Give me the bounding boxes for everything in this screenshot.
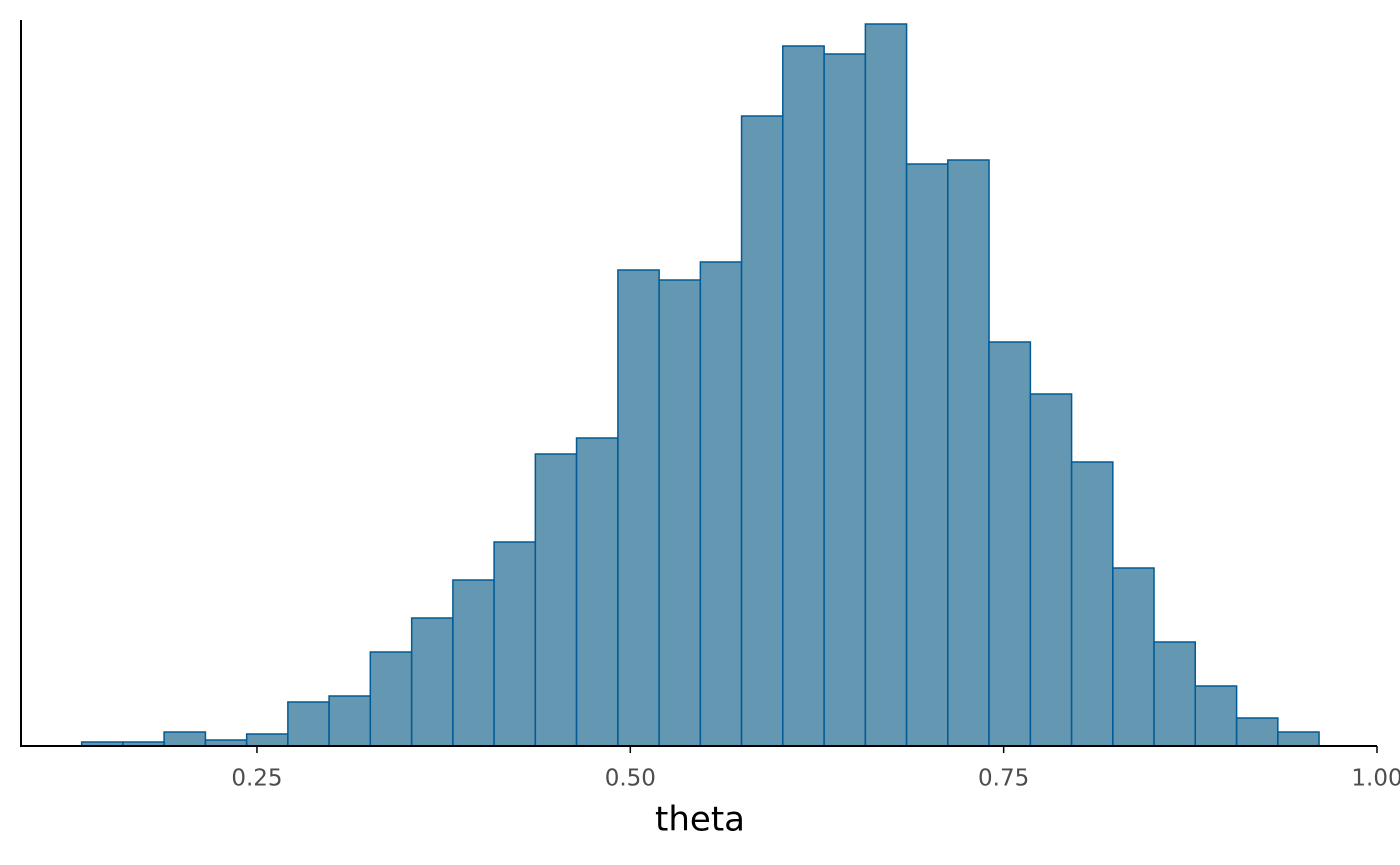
- x-axis-title: theta: [655, 800, 745, 840]
- bar: [947, 159, 990, 747]
- bar: [782, 45, 825, 747]
- bar: [369, 651, 413, 747]
- bar: [658, 279, 702, 747]
- x-tick-label: 1.00: [1351, 766, 1400, 792]
- x-tick-label: 0.25: [231, 766, 282, 792]
- bar: [287, 701, 330, 747]
- bar: [493, 541, 537, 747]
- bar: [1112, 567, 1155, 747]
- bar: [988, 341, 1032, 747]
- bar: [245, 733, 289, 747]
- bar: [905, 163, 949, 747]
- bar: [163, 731, 207, 747]
- x-tick-label: 0.75: [978, 766, 1029, 792]
- bar: [452, 579, 495, 747]
- bar: [699, 261, 743, 747]
- bar: [534, 453, 578, 747]
- bar: [823, 53, 867, 747]
- bar: [1194, 685, 1238, 747]
- bar: [575, 437, 619, 747]
- bar: [617, 269, 660, 747]
- bar: [1277, 731, 1320, 747]
- bar: [740, 115, 784, 747]
- bar: [1070, 461, 1114, 747]
- x-tick-label: 0.50: [605, 766, 656, 792]
- bar: [864, 23, 908, 747]
- bar: [1029, 393, 1073, 747]
- bar: [410, 617, 454, 747]
- bar: [1153, 641, 1197, 747]
- bar: [1235, 717, 1279, 747]
- bar: [328, 695, 372, 747]
